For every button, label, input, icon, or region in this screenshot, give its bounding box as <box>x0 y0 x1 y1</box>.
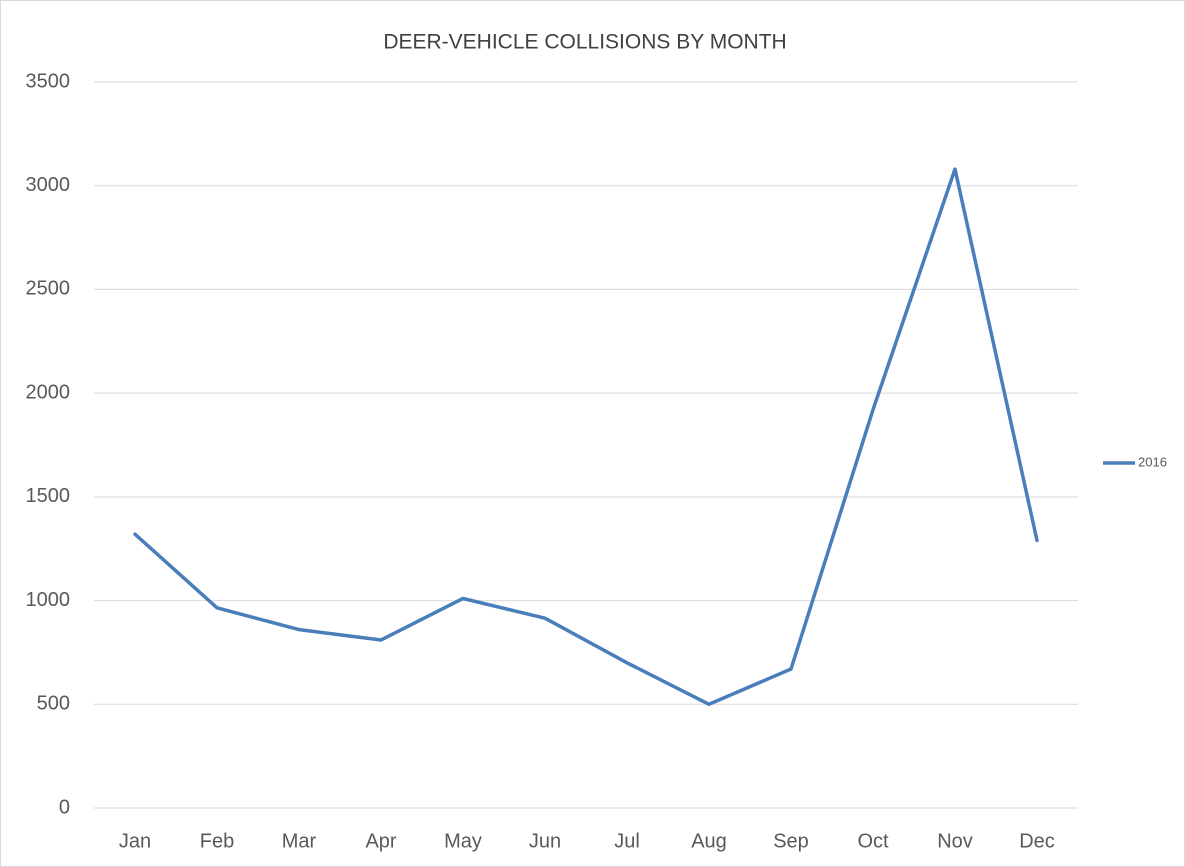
x-tick-label: Jul <box>614 830 640 852</box>
x-tick-label: May <box>444 830 482 852</box>
x-tick-label: Sep <box>773 830 809 852</box>
x-tick-label: Feb <box>200 830 234 852</box>
x-tick-label: Jun <box>529 830 561 852</box>
x-tick-label: Nov <box>937 830 973 852</box>
y-tick-label: 2500 <box>26 278 71 300</box>
y-tick-label: 2000 <box>26 381 71 403</box>
y-tick-label: 0 <box>59 796 70 818</box>
legend-label: 2016 <box>1138 454 1167 469</box>
x-tick-label: Dec <box>1019 830 1055 852</box>
y-tick-label: 500 <box>37 693 70 715</box>
x-tick-label: Apr <box>365 830 396 852</box>
y-tick-label: 1000 <box>26 589 71 611</box>
x-tick-label: Aug <box>691 830 727 852</box>
y-tick-label: 3000 <box>26 174 71 196</box>
x-tick-label: Oct <box>857 830 889 852</box>
chart-title: DEER-VEHICLE COLLISIONS BY MONTH <box>383 31 786 54</box>
data-line <box>133 167 1039 707</box>
y-tick-label: 1500 <box>26 485 71 507</box>
x-tick-label: Mar <box>282 830 317 852</box>
y-tick-label: 3500 <box>26 70 71 92</box>
x-tick-label: Jan <box>119 830 151 852</box>
